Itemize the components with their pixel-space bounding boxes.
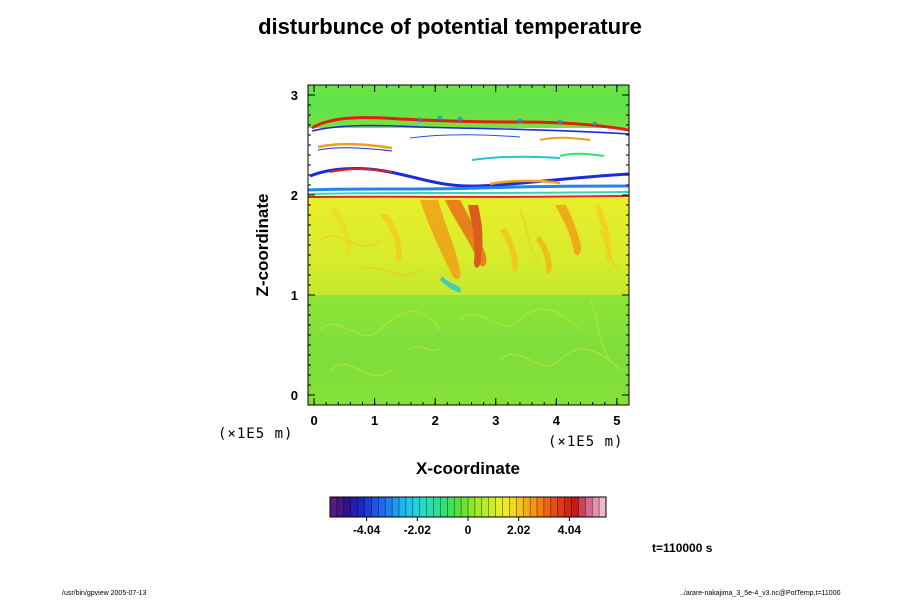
colorbar-cell [357, 497, 365, 517]
colorbar-cell [571, 497, 579, 517]
heatmap-front-base-red [308, 195, 629, 198]
x-ticks: 0 1 2 3 4 5 [310, 85, 621, 428]
time-annotation: t=110000 s [652, 541, 713, 555]
footer-right-note: ../arare-nakajima_3_5e-4_v3.nc@PotTemp,t… [680, 590, 841, 597]
x-tick-label: 0 [310, 413, 317, 428]
x-tick-label: 2 [432, 413, 439, 428]
colorbar-cell [502, 497, 510, 517]
colorbar-cell [330, 497, 338, 517]
colorbar-cell [412, 497, 420, 517]
heatmap-band-white [308, 128, 629, 192]
colorbar-cell [447, 497, 455, 517]
colorbar-cell [433, 497, 441, 517]
colorbar-cell [392, 497, 400, 517]
heatmap-band-lower [308, 295, 629, 405]
y-axis-label: Z-coordinate [253, 193, 272, 297]
colorbar-cell [405, 497, 414, 517]
heatmap-top-ripples [417, 115, 598, 127]
colorbar-cell [509, 497, 517, 517]
y-tick-label: 2 [291, 188, 298, 203]
colorbar-tick-label: 4.04 [558, 523, 582, 537]
heatmap-front-upper [311, 116, 629, 132]
x-axis-label: X-coordinate [416, 459, 520, 478]
heatmap-eddies [319, 299, 621, 377]
colorbar-cell [488, 497, 496, 517]
colorbar-cell [474, 497, 483, 517]
colorbar-cell [578, 497, 586, 517]
x-tick-label: 4 [553, 413, 561, 428]
colorbar-cell [343, 497, 351, 517]
colorbar-cell [426, 497, 434, 517]
colorbar-cell [440, 497, 448, 517]
footer-left-note: /usr/bin/gpview 2005-07-13 [62, 590, 147, 597]
colorbar-cell [585, 497, 593, 517]
heatmap-filaments [317, 134, 605, 161]
y-ticks: 0 1 2 3 [291, 88, 629, 403]
x-tick-label: 5 [613, 413, 620, 428]
colorbar-tick-label: -4.04 [353, 523, 381, 537]
colorbar-cell [592, 497, 600, 517]
y-tick-label: 1 [291, 288, 298, 303]
heatmap-front-base-cyan [308, 191, 629, 195]
x-axis-unit: (×1E5 m) [548, 434, 624, 450]
colorbar-cell [385, 497, 393, 517]
colorbar [330, 497, 607, 517]
chart-title: disturbunce of potential temperature [258, 14, 642, 39]
colorbar-cell [523, 497, 531, 517]
heatmap-front-lower-red [329, 168, 393, 173]
colorbar-cell [599, 497, 607, 517]
colorbar-cell [543, 497, 552, 517]
colorbar-cell [550, 497, 558, 517]
colorbar-cell [537, 497, 545, 517]
y-axis-unit: (×1E5 m) [218, 426, 294, 442]
colorbar-ticks: -4.04 -2.02 0 2.02 4.04 [353, 517, 581, 537]
colorbar-tick-label: -2.02 [404, 523, 432, 537]
colorbar-cell [364, 497, 372, 517]
colorbar-cell [564, 497, 572, 517]
colorbar-cell [468, 497, 476, 517]
colorbar-cell [454, 497, 462, 517]
colorbar-cell [371, 497, 379, 517]
colorbar-cell [495, 497, 503, 517]
x-tick-label: 3 [492, 413, 499, 428]
colorbar-cell [516, 497, 524, 517]
heatmap-plumes [330, 200, 612, 293]
x-tick-label: 1 [371, 413, 378, 428]
heatmap-front-upper-blue [311, 124, 629, 135]
colorbar-cell [530, 497, 538, 517]
heatmap-front-base [308, 184, 629, 192]
colorbar-cell [399, 497, 407, 517]
colorbar-cell [378, 497, 386, 517]
colorbar-cell [557, 497, 565, 517]
colorbar-tick-label: 0 [465, 523, 472, 537]
colorbar-cell [461, 497, 469, 517]
colorbar-tick-label: 2.02 [507, 523, 531, 537]
colorbar-cell [336, 497, 345, 517]
heatmap-eddies-upper [319, 209, 621, 276]
colorbar-cell [481, 497, 489, 517]
heatmap-field [308, 85, 629, 405]
y-tick-label: 0 [291, 388, 298, 403]
colorbar-cell [419, 497, 427, 517]
heatmap-front-mid [489, 179, 561, 186]
colorbar-cell [350, 497, 358, 517]
y-tick-label: 3 [291, 88, 298, 103]
